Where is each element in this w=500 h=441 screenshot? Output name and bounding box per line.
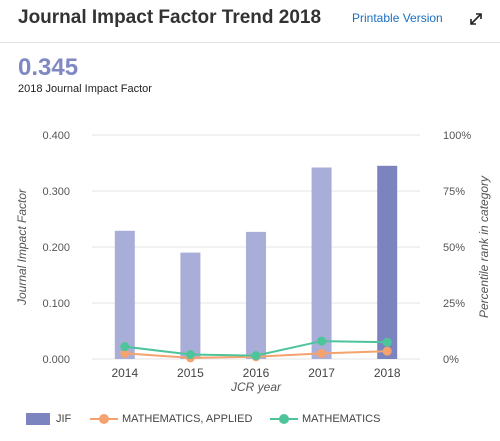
expand-icon[interactable]: [466, 9, 486, 29]
chart-legend: JIF MATHEMATICS, APPLIED MATHEMATICS: [0, 410, 500, 434]
x-axis-title: JCR year: [230, 380, 282, 394]
legend-label-math: MATHEMATICS: [302, 413, 381, 425]
y2-tick-label: 100%: [443, 130, 471, 142]
y-tick-label: 0.300: [42, 186, 70, 198]
y2-axis-title: Percentile rank in category: [477, 175, 491, 318]
point-mathematics-applied: [382, 346, 392, 356]
point-mathematics: [317, 336, 327, 346]
bar-jif: [246, 231, 266, 359]
bar-jif: [114, 230, 135, 359]
point-mathematics: [120, 342, 130, 352]
y-tick-label: 0.000: [42, 354, 70, 366]
legend-swatch-math: [270, 413, 298, 428]
impact-factor-value: 0.345: [18, 54, 79, 81]
legend-swatch-applied: [90, 413, 118, 428]
bar-jif: [180, 252, 201, 359]
point-mathematics-applied: [120, 348, 130, 358]
y-tick-label: 0.200: [42, 242, 70, 254]
printable-version-link[interactable]: Printable Version: [352, 11, 443, 25]
impact-factor-label: 2018 Journal Impact Factor: [18, 83, 152, 95]
x-tick-label: 2017: [308, 366, 335, 380]
point-mathematics-applied: [317, 348, 327, 358]
bar-jif: [377, 165, 398, 359]
x-tick-label: 2015: [177, 366, 204, 380]
y2-tick-label: 75%: [443, 186, 465, 198]
y-axis-title: Journal Impact Factor: [15, 188, 29, 306]
point-mathematics: [185, 350, 195, 360]
y-tick-label: 0.100: [42, 298, 70, 310]
legend-label-applied: MATHEMATICS, APPLIED: [122, 413, 253, 425]
point-mathematics: [251, 351, 261, 361]
jif-trend-chart: 0.000 0.100 0.200 0.300 0.400 0% 25% 50% 75% 100%…: [15, 130, 491, 394]
point-mathematics: [382, 337, 392, 347]
x-tick-label: 2014: [111, 366, 138, 380]
chart-title: Journal Impact Factor Trend 2018: [18, 7, 322, 28]
bar-jif: [311, 167, 332, 359]
x-tick-label: 2016: [243, 366, 270, 380]
legend-swatch-jif: [26, 413, 50, 428]
legend-label-jif: JIF: [56, 413, 72, 425]
y2-tick-label: 50%: [443, 242, 465, 254]
x-tick-label: 2018: [374, 366, 401, 380]
y2-tick-label: 25%: [443, 298, 465, 310]
y-tick-label: 0.400: [42, 130, 70, 142]
y2-tick-label: 0%: [443, 354, 459, 366]
header-divider: [0, 42, 500, 43]
header: Journal Impact Factor Trend 2018 Printab…: [0, 0, 500, 40]
